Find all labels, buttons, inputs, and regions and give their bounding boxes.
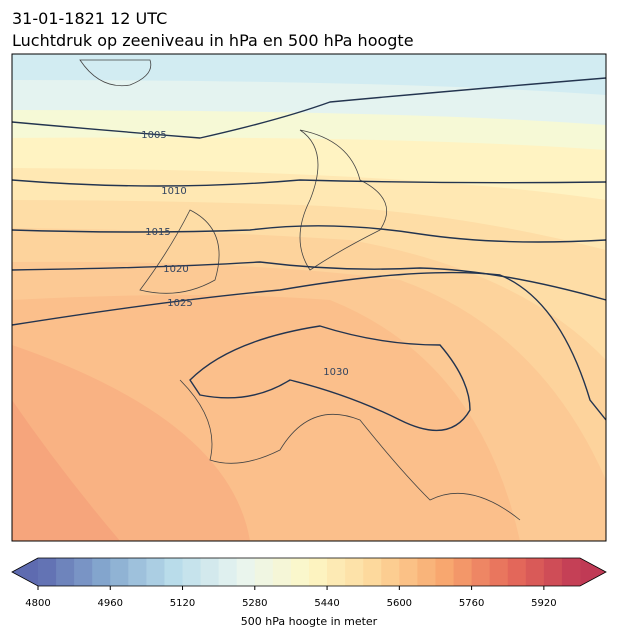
colorbar-label: 500 hPa hoogte in meter [241, 615, 378, 628]
colorbar-segment [182, 558, 202, 586]
colorbar-tick-label: 5920 [531, 598, 556, 609]
title: Luchtdruk op zeeniveau in hPa en 500 hPa… [12, 31, 414, 50]
colorbar-tick-label: 5280 [242, 598, 267, 609]
map: 1005 1010 1015 1020 1025 1030 [12, 54, 606, 541]
isobar-label: 1015 [145, 227, 170, 238]
colorbar-tick-label: 5760 [459, 598, 484, 609]
isobar [12, 179, 606, 187]
title-date: 31-01-1821 12 UTC [12, 9, 167, 28]
isobar [12, 77, 606, 139]
map-frame [11, 53, 607, 542]
coastline [79, 59, 521, 521]
colorbar-segment [525, 558, 545, 586]
isobar [12, 271, 606, 421]
colorbar-segment [561, 558, 581, 586]
colorbar-segment [128, 558, 147, 586]
colorbar-segment [236, 558, 256, 586]
colorbar-segment [489, 558, 509, 586]
colorbar-outline [11, 557, 607, 587]
colorbar-tick-label: 5120 [170, 598, 195, 609]
colorbar-tick-label: 5600 [387, 598, 412, 609]
colorbar-segment [290, 558, 310, 586]
colorbar-tick-label: 4960 [98, 598, 123, 609]
isobar-label: 1020 [163, 264, 188, 275]
colorbar-segment [164, 558, 184, 586]
colorbar-segment [471, 558, 491, 586]
colorbar-tick-label: 4800 [25, 598, 50, 609]
colorbar-segment [399, 558, 418, 586]
colorbar-extend-high [580, 558, 606, 586]
colorbar-segment [110, 558, 129, 586]
colorbar-segment [309, 558, 328, 586]
colorbar-segment [146, 558, 165, 586]
isobar-label: 1030 [323, 367, 348, 378]
colorbar-segment [254, 558, 274, 586]
isobar-label: 1005 [141, 130, 166, 141]
colorbar-segment [363, 558, 382, 586]
colorbar-segment [435, 558, 455, 586]
colorbar-segment [272, 558, 292, 586]
colorbar-segment [200, 558, 220, 586]
colorbar: 4800 4960 5120 5280 5440 5600 5760 5920 [11, 557, 607, 609]
colorbar-segment [345, 558, 364, 586]
isobar [189, 325, 471, 432]
colorbar-segment [507, 558, 527, 586]
colorbar-segment [218, 558, 238, 586]
colorbar-segment [74, 558, 93, 586]
isobar-label: 1025 [167, 298, 192, 309]
colorbar-segment [453, 558, 473, 586]
colorbar-segment [381, 558, 400, 586]
colorbar-segment [38, 558, 57, 586]
colorbar-segment [417, 558, 436, 586]
colorbar-segment [56, 558, 75, 586]
colorbar-segment [543, 558, 563, 586]
colorbar-tick-label: 5440 [314, 598, 339, 609]
colorbar-segment [327, 558, 346, 586]
colorbar-extend-low [12, 558, 38, 586]
isobar [12, 225, 606, 243]
isobar-label: 1010 [161, 186, 186, 197]
colorbar-segment [92, 558, 111, 586]
